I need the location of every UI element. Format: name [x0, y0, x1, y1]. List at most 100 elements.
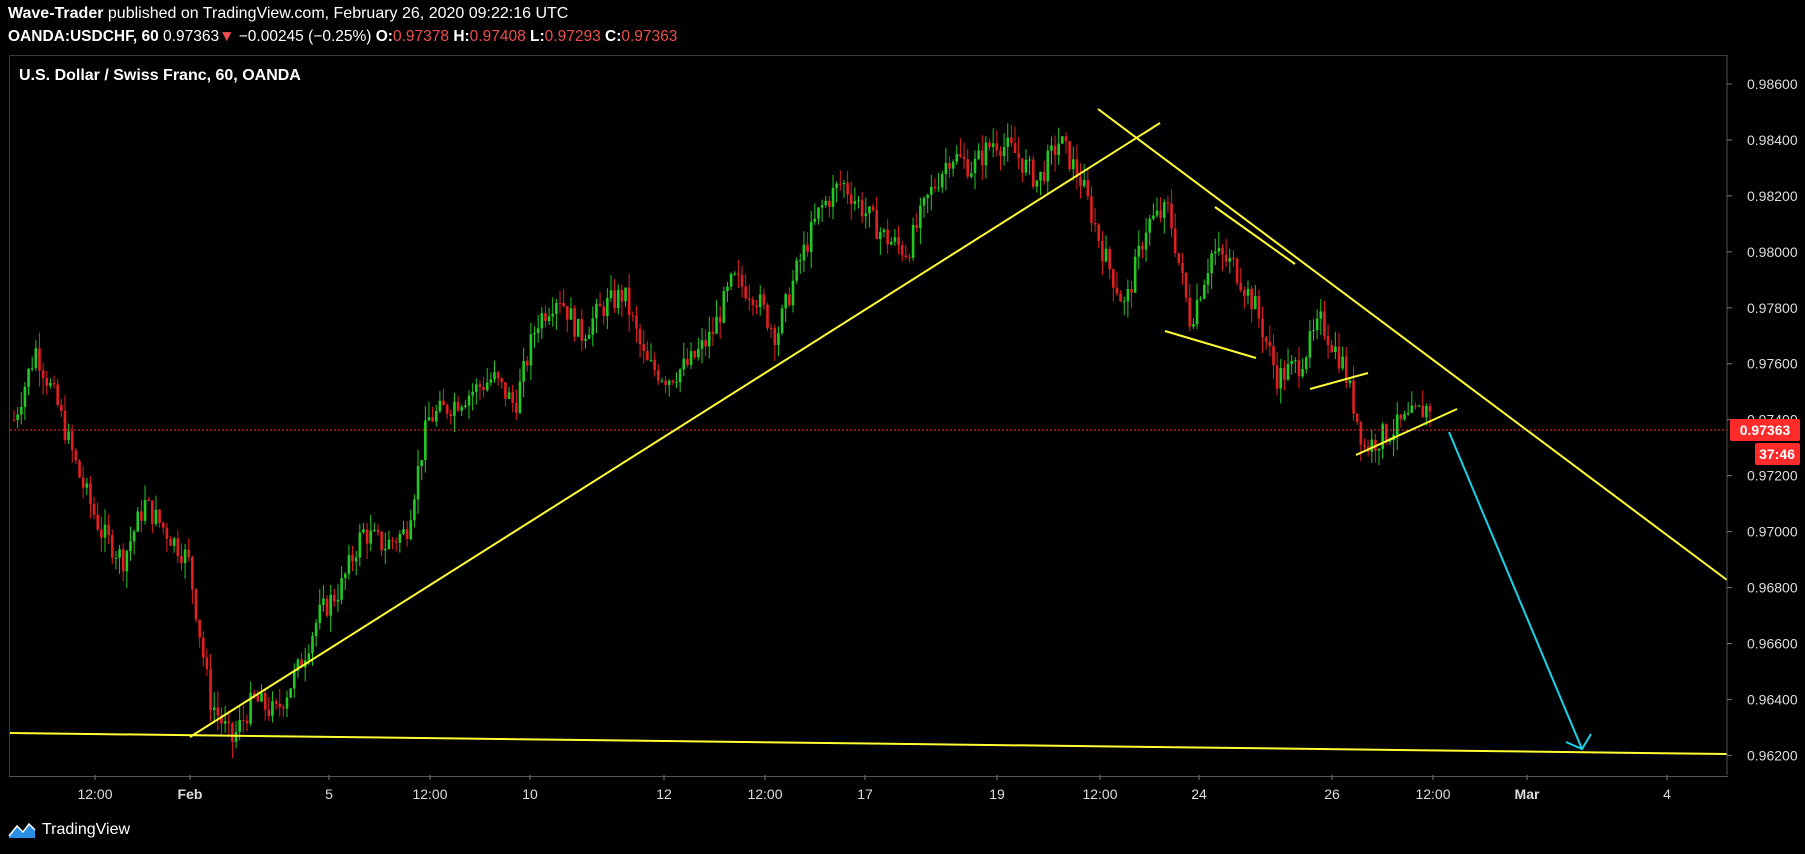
candle-body	[161, 522, 165, 528]
close-label: C:	[605, 28, 622, 45]
open-value: 0.97378	[392, 28, 449, 45]
candle-body	[682, 358, 686, 370]
candle-body	[212, 707, 216, 710]
resistance-trendline[interactable]	[1097, 108, 1728, 581]
candle-body	[1261, 318, 1264, 338]
candle-body	[1192, 324, 1195, 327]
candle-body	[1079, 176, 1082, 187]
publish-info: Wave-Trader published on TradingView.com…	[8, 5, 568, 23]
candle-body	[707, 331, 711, 347]
candle-body	[1221, 247, 1224, 255]
author-name[interactable]: Wave-Trader	[8, 5, 104, 22]
candle-body	[762, 294, 766, 305]
candle-body	[169, 538, 172, 546]
candle-body	[1068, 141, 1071, 170]
candle-body	[1217, 247, 1221, 252]
candle-body	[307, 653, 311, 661]
candle-body	[420, 460, 423, 467]
candle-body	[999, 150, 1002, 157]
candle-body	[718, 316, 722, 323]
candle-body	[536, 328, 540, 333]
candle-body	[282, 707, 285, 709]
candle-body	[376, 530, 380, 532]
candle-body	[434, 411, 438, 422]
candle-body	[868, 206, 871, 214]
footer-brand[interactable]: TradingView	[8, 820, 130, 840]
candle-body	[1341, 356, 1344, 369]
candle-body	[740, 274, 744, 287]
candle-body	[966, 159, 970, 177]
candle-body	[1166, 202, 1170, 204]
candle-body	[394, 541, 398, 543]
price-tick-label: 0.96800	[1747, 580, 1798, 596]
candle-body	[1013, 143, 1017, 153]
chart-pane[interactable]	[9, 55, 1728, 777]
candle-body	[1334, 346, 1337, 353]
chart-title: U.S. Dollar / Swiss Franc, 60, OANDA	[19, 67, 301, 84]
candle-body	[1144, 232, 1148, 250]
wedge-lower-line[interactable]	[1164, 330, 1257, 359]
candle-body	[34, 348, 38, 368]
candle-body	[638, 328, 642, 345]
candle-body	[959, 153, 962, 157]
candle-body	[551, 313, 555, 317]
candle-body	[835, 183, 838, 188]
base-horizontal-line[interactable]	[9, 732, 1728, 755]
symbol-ohlc-line: OANDA:USDCHF, 60 0.97363▼ −0.00245 (−0.2…	[8, 28, 677, 46]
forecast-arrow-head-icon	[1565, 733, 1592, 751]
candle-body	[1348, 380, 1352, 383]
channel-lower-line[interactable]	[1355, 408, 1458, 456]
forecast-arrow[interactable]	[1448, 431, 1583, 750]
candle-body	[788, 294, 791, 306]
candle-body	[518, 381, 522, 413]
candle-body	[354, 557, 358, 562]
candle-body	[92, 504, 96, 515]
candle-body	[809, 221, 813, 253]
candle-body	[882, 229, 886, 233]
candle-body	[413, 499, 416, 521]
time-tick-label: 12:00	[1415, 786, 1450, 802]
candle-body	[383, 548, 387, 551]
candle-body	[231, 723, 234, 742]
candle-body	[784, 294, 788, 309]
candle-body	[1253, 296, 1257, 310]
price-tick-label: 0.98600	[1747, 76, 1798, 92]
candle-body	[485, 382, 489, 391]
candle-body	[456, 401, 460, 411]
candle-body	[1250, 288, 1253, 310]
candle-body	[1104, 248, 1108, 262]
candle-body	[489, 379, 493, 383]
candle-body	[649, 359, 653, 361]
candle-body	[1203, 284, 1206, 299]
candle-body	[52, 382, 56, 385]
candle-body	[85, 483, 89, 488]
candle-body	[831, 187, 835, 207]
wedge-upper-line[interactable]	[1214, 206, 1296, 265]
candle-body	[915, 224, 919, 228]
candle-body	[1177, 253, 1181, 263]
candle-body	[1275, 365, 1279, 389]
candle-body	[238, 720, 241, 732]
candle-body	[1359, 421, 1363, 445]
candle-body	[427, 417, 431, 421]
candle-body	[1319, 311, 1323, 319]
candle-body	[773, 328, 777, 346]
candle-body	[81, 477, 85, 488]
candle-body	[1170, 203, 1173, 229]
time-tick-label: 5	[325, 786, 333, 802]
candle-body	[529, 334, 533, 366]
candle-body	[678, 369, 682, 383]
candle-body	[879, 232, 882, 239]
support-trendline[interactable]	[189, 122, 1161, 738]
candle-body	[1148, 218, 1152, 233]
candle-body	[1246, 288, 1250, 296]
candle-body	[1184, 272, 1188, 298]
candle-body	[1133, 256, 1137, 293]
price-tick-label: 0.97200	[1747, 468, 1798, 484]
candle-body	[165, 527, 169, 539]
candle-body	[1239, 282, 1243, 291]
candle-body	[1173, 228, 1177, 254]
flag-lower-line[interactable]	[1309, 372, 1369, 390]
candle-body	[23, 386, 27, 407]
